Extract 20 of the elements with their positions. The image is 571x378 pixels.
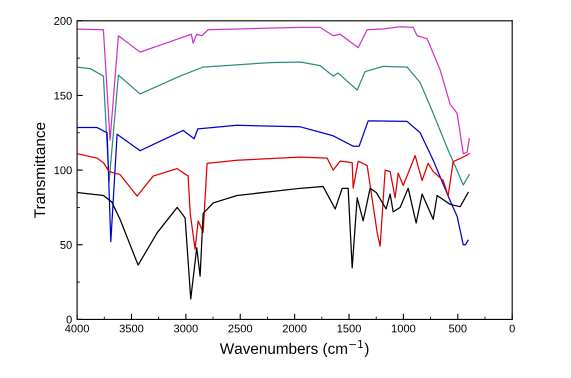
y-tick-label: 200 [54, 17, 72, 25]
x-tick-label: 4000 [64, 324, 90, 332]
x-tick-label: 500 [448, 324, 467, 332]
x-tick-label: 1500 [338, 324, 361, 332]
x-tick-label: 3000 [174, 324, 198, 332]
y-tick-label: 0 [66, 316, 72, 324]
line-series [77, 120, 469, 246]
x-tick-label: 1000 [392, 324, 416, 332]
line-series [77, 61, 470, 186]
x-axis-title: Wavenumbers (cm$^{−1}$) [220, 340, 368, 357]
y-axis-title: Transmittance [34, 122, 46, 218]
line-series [77, 26, 470, 154]
x-tick-label: 2500 [228, 324, 252, 332]
y-tick-label: 150 [54, 92, 72, 100]
line-series [77, 153, 470, 250]
x-tick-label: 0 [510, 324, 515, 332]
x-tick-label: 2000 [282, 324, 307, 332]
y-tick-label: 100 [54, 166, 72, 174]
x-tick-label: 3500 [120, 324, 144, 332]
y-tick-label: 50 [60, 241, 72, 249]
